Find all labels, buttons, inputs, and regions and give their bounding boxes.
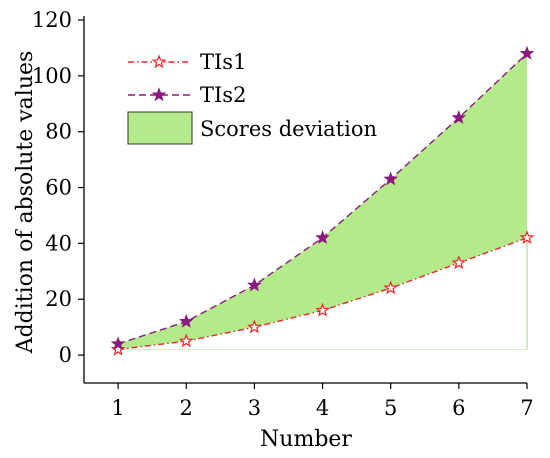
point-tis1 bbox=[519, 230, 535, 245]
point-tis2 bbox=[178, 313, 194, 328]
legend-label-scores-deviation: Scores deviation bbox=[200, 117, 377, 141]
x-tick-label: 6 bbox=[452, 396, 465, 420]
point-tis2 bbox=[383, 171, 399, 186]
point-tis2 bbox=[247, 277, 262, 292]
y-tick-label: 40 bbox=[45, 231, 72, 255]
point-tis1 bbox=[247, 319, 262, 334]
x-tick-label: 4 bbox=[316, 396, 329, 420]
x-tick-label: 5 bbox=[384, 396, 397, 420]
point-tis1 bbox=[451, 255, 467, 270]
legend-item-tis2: TIs2 bbox=[128, 83, 246, 107]
y-axis-title: Addition of absolute values bbox=[13, 51, 38, 355]
legend-item-tis1: TIs1 bbox=[128, 50, 246, 74]
legend-item-scores-deviation: Scores deviation bbox=[127, 111, 377, 145]
y-ticks: 0 20 40 60 80 100 120 bbox=[32, 8, 84, 367]
axes: 0 20 40 60 80 100 120 1 2 3 4 5 6 7 bbox=[32, 8, 534, 420]
y-tick-label: 120 bbox=[32, 8, 72, 32]
point-tis2 bbox=[110, 336, 126, 351]
point-tis1 bbox=[315, 302, 330, 317]
point-tis2 bbox=[451, 110, 467, 124]
point-tis1 bbox=[383, 280, 399, 295]
x-tick-label: 3 bbox=[248, 396, 261, 420]
point-tis1 bbox=[178, 333, 194, 348]
series-layer bbox=[110, 45, 535, 356]
y-tick-label: 20 bbox=[45, 287, 72, 311]
y-tick-label: 100 bbox=[32, 64, 72, 88]
legend-label-tis1: TIs1 bbox=[200, 50, 246, 74]
point-tis2 bbox=[519, 45, 535, 60]
y-tick-label: 60 bbox=[45, 176, 72, 200]
y-tick-label: 80 bbox=[45, 120, 72, 144]
plot-area bbox=[110, 45, 535, 356]
x-tick-label: 7 bbox=[520, 396, 533, 420]
legend-marker-tis1 bbox=[151, 54, 167, 69]
legend: TIs1 TIs2 Scores deviation bbox=[127, 50, 377, 145]
point-tis1 bbox=[110, 341, 126, 356]
legend-star-tis2 bbox=[151, 87, 167, 102]
x-tick-label: 2 bbox=[180, 396, 193, 420]
legend-swatch-scores-deviation bbox=[127, 111, 193, 145]
y-tick-label: 0 bbox=[59, 343, 72, 367]
legend-star-tis1 bbox=[151, 54, 167, 69]
legend-label-tis2: TIs2 bbox=[200, 83, 246, 107]
legend-marker-tis2 bbox=[151, 87, 167, 102]
x-tick-label: 1 bbox=[111, 396, 124, 420]
x-ticks: 1 2 3 4 5 6 7 bbox=[111, 383, 534, 420]
x-axis-title: Number bbox=[260, 427, 352, 452]
point-tis2 bbox=[315, 230, 330, 245]
